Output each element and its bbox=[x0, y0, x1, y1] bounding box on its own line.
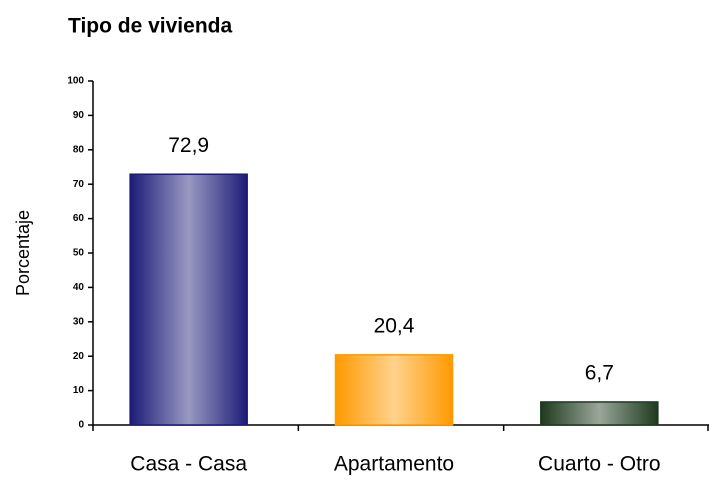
y-tick-label: 80 bbox=[73, 144, 85, 155]
chart-title: Tipo de vivienda bbox=[68, 15, 232, 38]
x-tick-label: Cuarto - Otro bbox=[538, 453, 661, 476]
y-tick-label: 100 bbox=[67, 76, 84, 87]
bar bbox=[334, 354, 454, 426]
bar bbox=[540, 401, 659, 426]
y-tick-label: 10 bbox=[73, 385, 85, 396]
x-tick-label: Apartamento bbox=[334, 453, 454, 476]
y-tick-label: 30 bbox=[73, 316, 85, 327]
x-tick-label: Casa - Casa bbox=[130, 453, 247, 476]
y-tick-label: 50 bbox=[73, 248, 85, 259]
y-tick-label: 0 bbox=[78, 420, 84, 431]
bar bbox=[129, 173, 248, 426]
y-tick-label: 90 bbox=[73, 110, 85, 121]
y-tick-label: 40 bbox=[73, 282, 85, 293]
y-tick-label: 70 bbox=[73, 179, 85, 190]
y-tick-label: 60 bbox=[73, 213, 85, 224]
value-label: 72,9 bbox=[168, 134, 209, 157]
value-label: 6,7 bbox=[585, 361, 614, 384]
y-axis-title: Porcentaje bbox=[13, 210, 33, 296]
value-label: 20,4 bbox=[374, 314, 415, 337]
y-tick-label: 20 bbox=[73, 351, 85, 362]
